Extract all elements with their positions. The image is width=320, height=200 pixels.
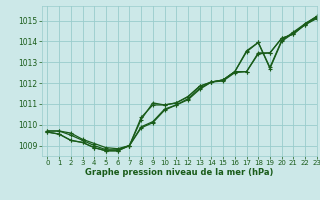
X-axis label: Graphe pression niveau de la mer (hPa): Graphe pression niveau de la mer (hPa) [85, 168, 273, 177]
